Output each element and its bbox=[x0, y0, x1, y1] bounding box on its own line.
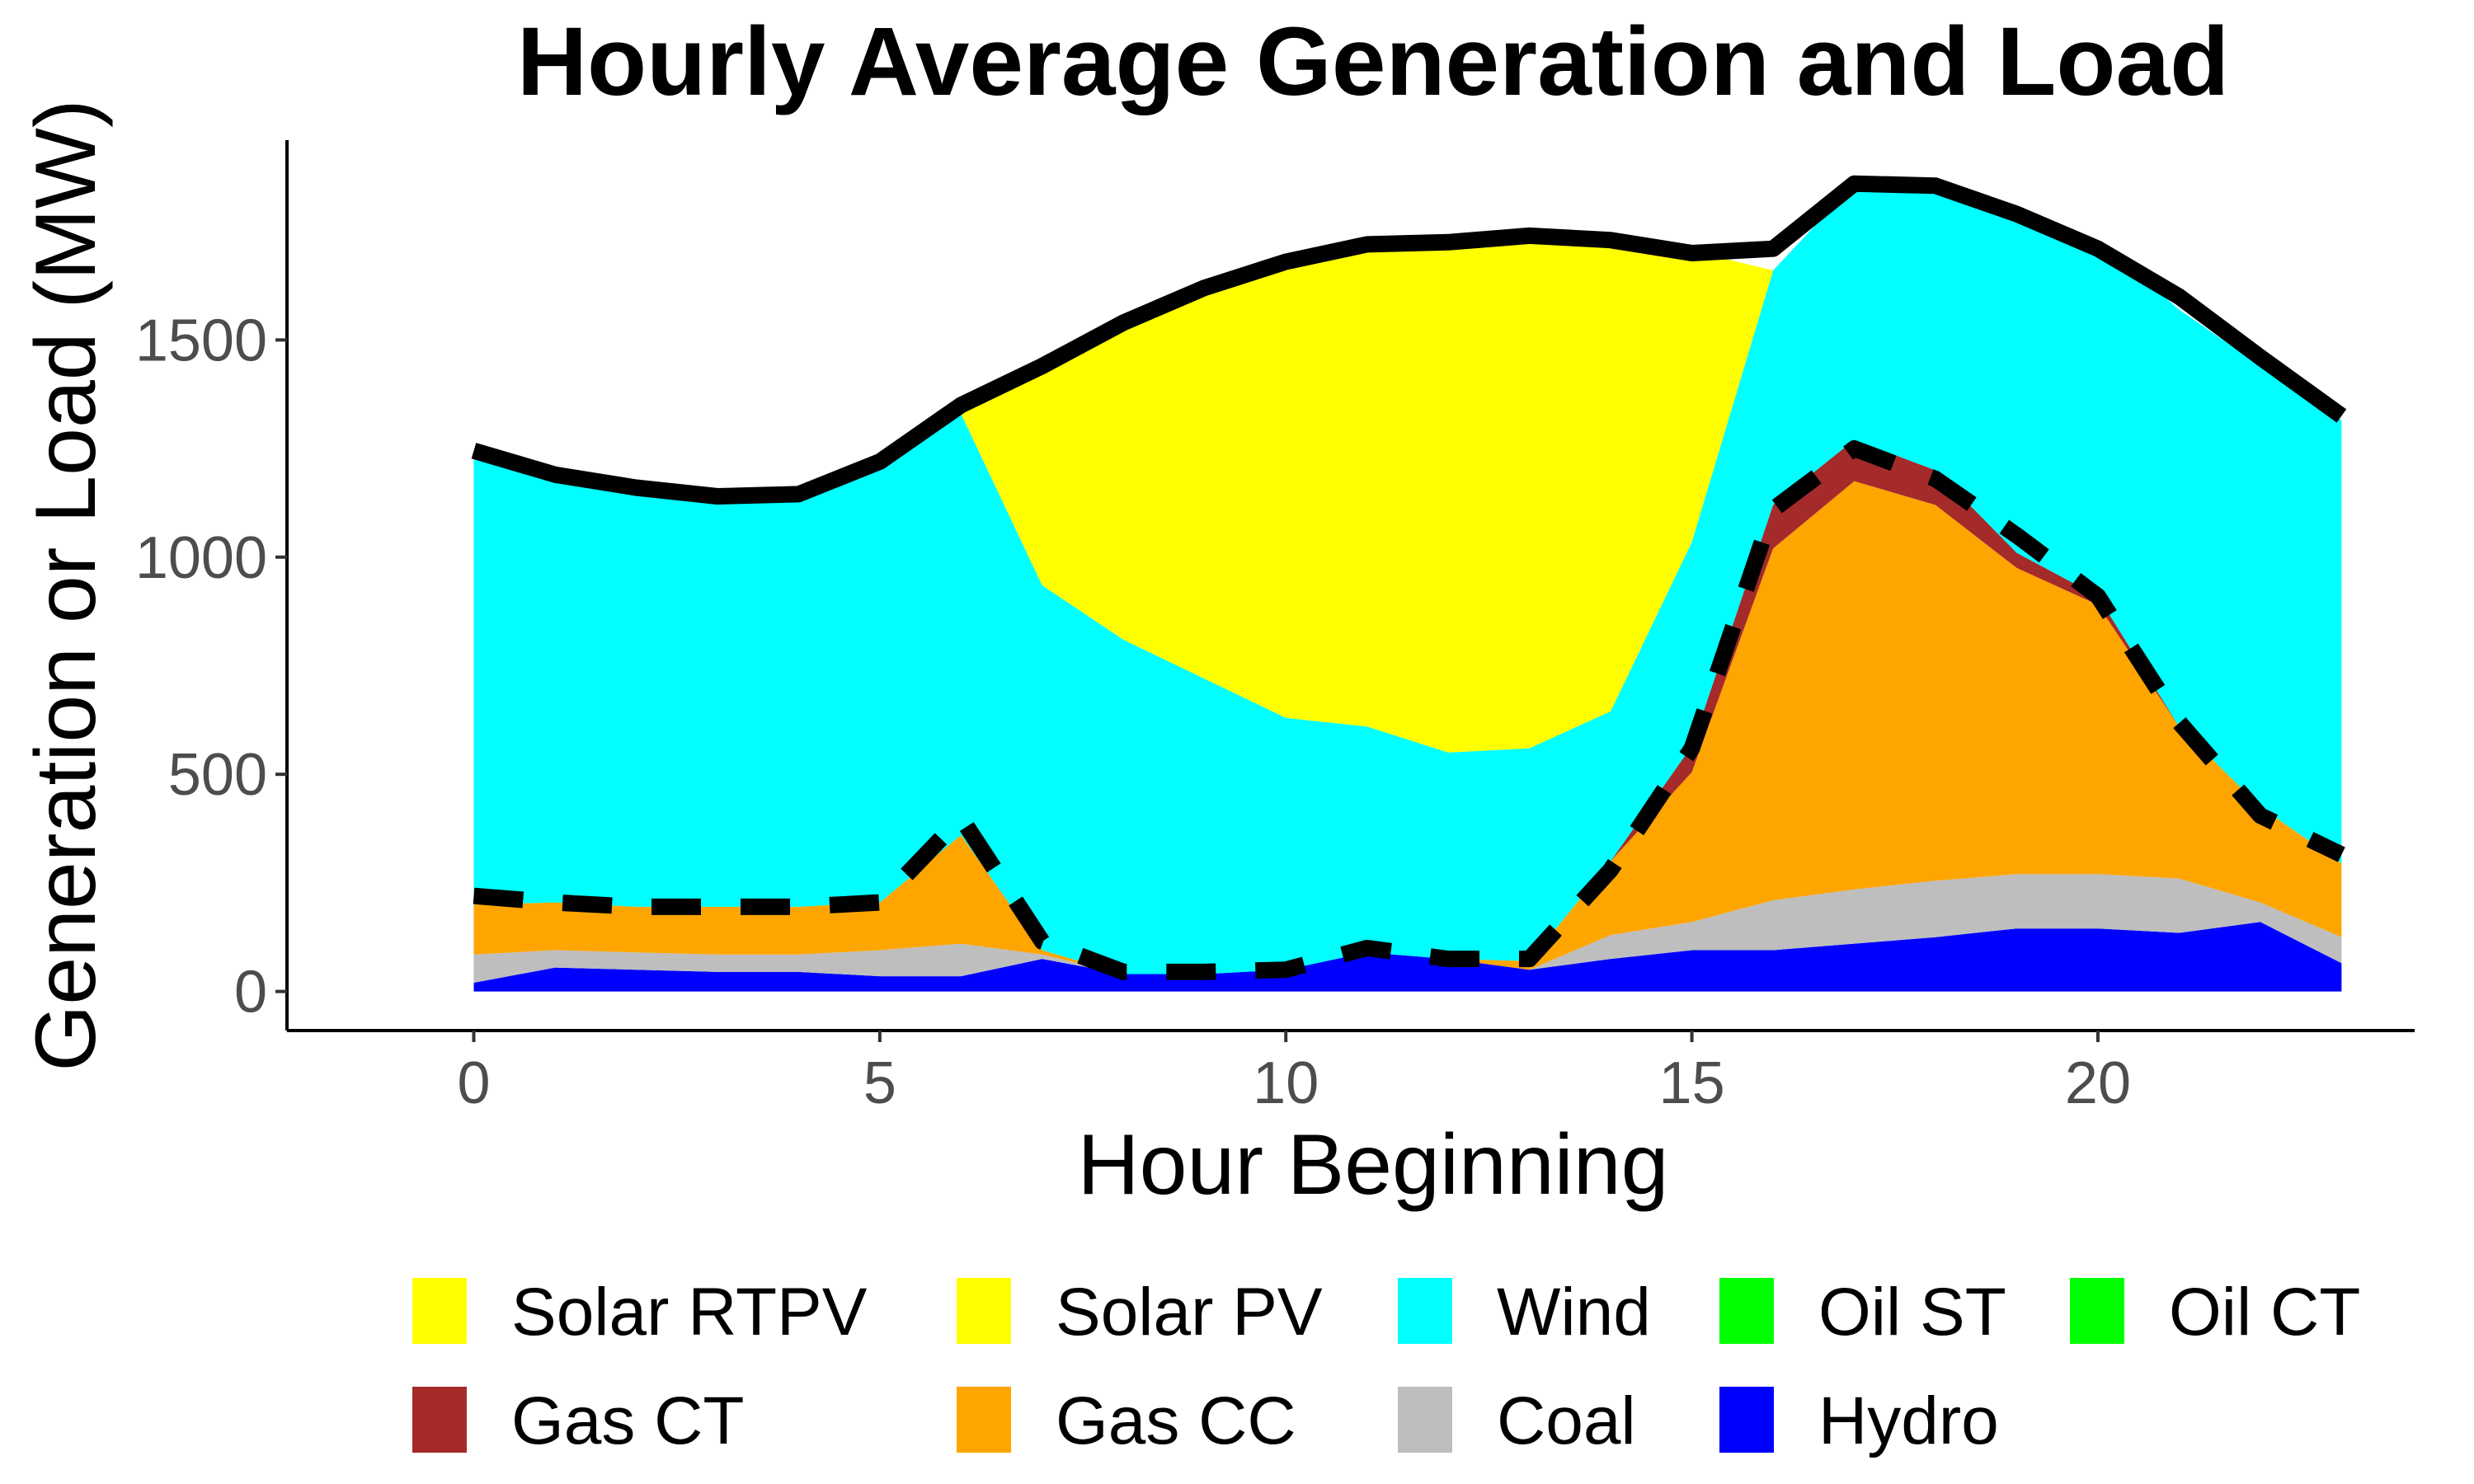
legend-label: Solar PV bbox=[1056, 1275, 1323, 1350]
legend-swatch bbox=[1398, 1387, 1452, 1453]
legend-swatch bbox=[1719, 1278, 1774, 1344]
x-tick-label: 5 bbox=[863, 1050, 896, 1116]
axis-ticks: 0 5 10 15 20 0 500 1000 1500 bbox=[135, 308, 2131, 1116]
legend-swatch bbox=[957, 1278, 1011, 1344]
x-tick-label: 20 bbox=[2065, 1050, 2131, 1116]
legend-swatch bbox=[412, 1387, 467, 1453]
area-solar-pv bbox=[473, 179, 2342, 753]
x-axis-title: Hour Beginning bbox=[1078, 1117, 1669, 1213]
chart-title: Hourly Average Generation and Load bbox=[517, 7, 2229, 116]
legend-item-gas-cc: Gas CC bbox=[957, 1383, 1296, 1458]
legend-label: Gas CT bbox=[511, 1383, 744, 1458]
legend-swatch bbox=[1719, 1387, 1774, 1453]
legend-item-hydro: Hydro bbox=[1719, 1383, 1999, 1458]
stacked-areas bbox=[473, 179, 2342, 992]
legend-item-solar-rtpv: Solar RTPV bbox=[412, 1275, 868, 1350]
legend-label: Hydro bbox=[1818, 1383, 1999, 1458]
area-coal bbox=[473, 874, 2342, 983]
legend: Solar RTPV Solar PV Wind Oil ST Oil CT Gas CT… bbox=[412, 1275, 2360, 1458]
y-tick-label: 1500 bbox=[135, 308, 267, 373]
y-tick-label: 1000 bbox=[135, 525, 267, 591]
y-axis-title: Generation or Load (MW) bbox=[18, 99, 114, 1071]
legend-item-oil-st: Oil ST bbox=[1719, 1275, 2006, 1350]
legend-label: Wind bbox=[1497, 1275, 1651, 1350]
x-tick-label: 10 bbox=[1253, 1050, 1319, 1116]
legend-swatch bbox=[1398, 1278, 1452, 1344]
legend-swatch bbox=[957, 1387, 1011, 1453]
y-tick-label: 0 bbox=[234, 960, 267, 1026]
legend-label: Coal bbox=[1497, 1383, 1636, 1458]
y-tick-label: 500 bbox=[168, 742, 267, 808]
axes bbox=[285, 140, 2415, 1032]
legend-label: Oil ST bbox=[1818, 1275, 2006, 1350]
legend-item-gas-ct: Gas CT bbox=[412, 1383, 744, 1458]
area-gas-cc bbox=[473, 481, 2342, 974]
load-lines bbox=[471, 175, 2347, 980]
area-wind bbox=[473, 179, 2342, 974]
legend-label: Gas CC bbox=[1056, 1383, 1296, 1458]
line-solid bbox=[471, 175, 2347, 505]
legend-label: Oil CT bbox=[2169, 1275, 2360, 1350]
legend-item-wind: Wind bbox=[1398, 1275, 1651, 1350]
legend-item-coal: Coal bbox=[1398, 1383, 1636, 1458]
legend-item-solar-pv: Solar PV bbox=[957, 1275, 1323, 1350]
legend-item-oil-ct: Oil CT bbox=[2070, 1275, 2360, 1350]
legend-swatch bbox=[2070, 1278, 2124, 1344]
line-dashed bbox=[473, 440, 2345, 980]
x-tick-label: 15 bbox=[1659, 1050, 1725, 1116]
legend-swatch bbox=[412, 1278, 467, 1344]
legend-label: Solar RTPV bbox=[511, 1275, 868, 1350]
area-hydro bbox=[473, 922, 2342, 992]
x-tick-label: 0 bbox=[457, 1050, 490, 1116]
